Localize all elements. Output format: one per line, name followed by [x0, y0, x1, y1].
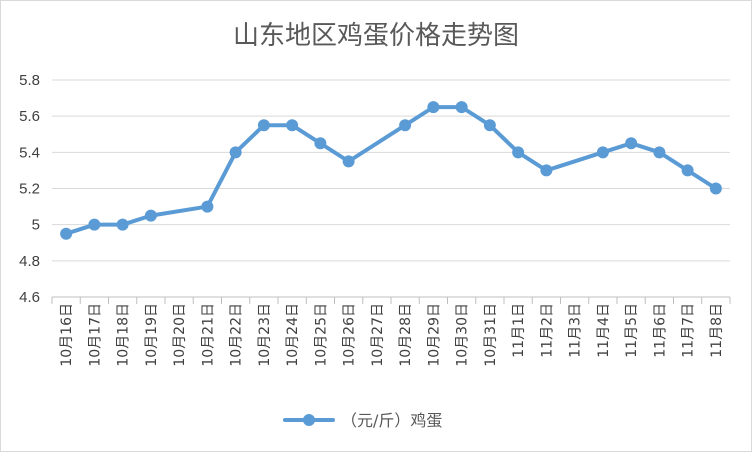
data-point — [455, 101, 468, 114]
x-tick-label: 10月18日 — [116, 303, 132, 367]
data-point — [709, 182, 722, 195]
x-tick-label: 11月2日 — [539, 303, 555, 358]
data-point — [653, 146, 666, 159]
x-tick-label: 10月31日 — [483, 303, 499, 367]
data-point — [596, 146, 609, 159]
x-tick-label: 10月24日 — [285, 303, 301, 367]
legend-label: （元/斤）鸡蛋 — [341, 411, 442, 430]
data-point — [681, 164, 694, 177]
x-tick-label: 10月25日 — [313, 303, 329, 367]
data-point — [257, 119, 270, 132]
x-tick-label: 10月30日 — [455, 303, 471, 367]
legend: （元/斤）鸡蛋 — [283, 411, 442, 430]
data-point — [60, 227, 73, 240]
series-line — [64, 105, 718, 236]
x-tick-label: 10月22日 — [229, 303, 245, 367]
y-tick-label: 5.2 — [19, 181, 40, 198]
data-point — [88, 218, 101, 231]
x-axis: 10月16日 10月17日 10月18日 10月19日 10月20日 10月21日 10月2… — [51, 296, 731, 367]
x-tick-label: 10月28日 — [398, 303, 414, 367]
legend-marker — [303, 414, 315, 426]
x-tick-label: 10月26日 — [342, 303, 358, 367]
data-point — [229, 146, 242, 159]
data-point — [625, 137, 638, 150]
data-point — [483, 119, 496, 132]
x-tick-label: 11月5日 — [624, 303, 640, 358]
x-tick-label: 10月27日 — [370, 303, 386, 367]
y-tick-label: 4.8 — [19, 253, 40, 270]
gridlines — [52, 79, 730, 298]
x-tick-label: 10月29日 — [426, 303, 442, 367]
data-point — [427, 101, 440, 114]
x-tick-label: 11月6日 — [652, 303, 668, 358]
y-tick-label: 5.8 — [19, 72, 40, 89]
chart-title: 山东地区鸡蛋价格走势图 — [233, 21, 519, 51]
data-point — [399, 119, 412, 132]
x-tick-label: 10月20日 — [172, 303, 188, 367]
x-tick-label: 10月17日 — [87, 303, 103, 367]
data-point — [314, 137, 327, 150]
data-point — [286, 119, 299, 132]
x-tick-label: 10月16日 — [59, 303, 75, 367]
y-tick-label: 4.6 — [19, 289, 40, 306]
y-tick-label: 5.4 — [19, 144, 40, 161]
x-tick-label: 11月3日 — [568, 303, 584, 358]
y-tick-label: 5 — [32, 217, 40, 234]
x-tick-label: 10月19日 — [144, 303, 160, 367]
data-point — [116, 218, 129, 231]
x-tick-label: 10月21日 — [200, 303, 216, 367]
data-point — [512, 146, 525, 159]
x-tick-label: 11月4日 — [596, 303, 612, 358]
y-tick-label: 5.6 — [19, 108, 40, 125]
x-tick-label: 10月23日 — [257, 303, 273, 367]
x-tick-label: 11月8日 — [709, 303, 725, 358]
y-axis-ticks: 5.8 5.6 5.4 5.2 5 4.8 4.6 — [19, 72, 40, 306]
data-point — [144, 209, 157, 222]
x-tick-label: 11月1日 — [511, 303, 527, 358]
series-layer — [60, 101, 722, 240]
x-tick-label: 11月7日 — [681, 303, 697, 358]
data-point — [342, 155, 355, 168]
data-point — [201, 200, 214, 213]
data-point — [540, 164, 553, 177]
